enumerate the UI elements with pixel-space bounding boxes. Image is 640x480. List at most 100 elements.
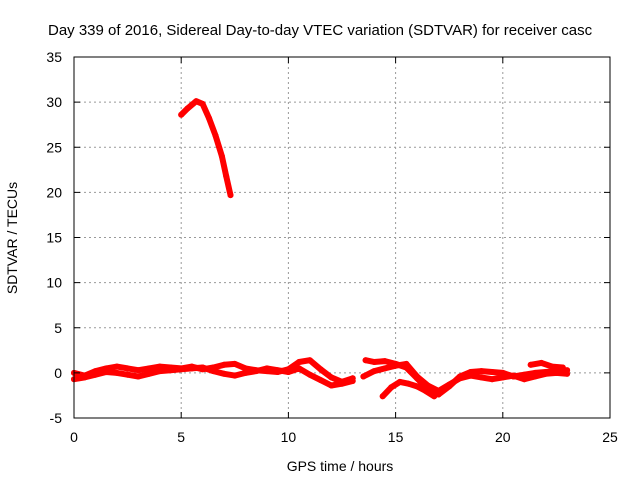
data-point [199, 364, 206, 371]
x-tick-label: 20 [495, 429, 511, 445]
chart-title: Day 339 of 2016, Sidereal Day-to-day VTE… [48, 22, 593, 39]
data-point [231, 360, 238, 367]
data-point [113, 363, 120, 370]
data-point [199, 100, 206, 107]
data-point [532, 373, 538, 380]
data-point [306, 371, 313, 378]
data-point [392, 362, 399, 369]
data-point [328, 382, 335, 389]
data-point [422, 387, 429, 394]
data-point [467, 372, 474, 379]
data-point [362, 357, 369, 364]
data-point [499, 374, 506, 381]
data-point [553, 369, 560, 376]
data-point [113, 369, 120, 376]
data-point [188, 365, 195, 372]
data-point [564, 370, 571, 377]
data-point [379, 393, 386, 400]
data-point [135, 367, 142, 374]
x-tick-label: 0 [70, 429, 78, 445]
data-point [549, 363, 556, 370]
data-point [435, 387, 442, 394]
data-point [317, 366, 324, 373]
x-tick-label: 15 [388, 429, 404, 445]
data-point [414, 383, 420, 390]
data-point [431, 393, 438, 400]
data-point [296, 359, 303, 365]
y-tick-label: 5 [54, 320, 62, 336]
y-tick-label: -5 [50, 410, 63, 426]
data-point [328, 374, 335, 381]
data-point [223, 173, 230, 180]
data-point [103, 369, 110, 375]
data-point [527, 361, 534, 368]
data-point [559, 364, 566, 371]
data-point [81, 374, 88, 381]
data-point [317, 377, 324, 384]
data-point [135, 373, 142, 380]
data-point [542, 370, 549, 377]
data-point [242, 369, 249, 376]
data-point [206, 115, 213, 122]
data-point [381, 358, 388, 365]
data-point [456, 375, 463, 382]
data-point [210, 368, 217, 375]
data-point [193, 98, 200, 105]
data-point [221, 370, 228, 377]
data-point [381, 365, 388, 372]
x-tick-label: 5 [177, 429, 185, 445]
data-point [167, 367, 174, 374]
data-point [274, 367, 281, 374]
y-tick-label: 25 [46, 139, 62, 155]
data-point [424, 382, 431, 389]
y-tick-label: 15 [46, 230, 62, 246]
data-point [218, 153, 225, 160]
data-point [184, 105, 191, 112]
data-point [521, 376, 528, 383]
data-point [414, 373, 420, 380]
data-point [478, 374, 485, 381]
data-point [146, 365, 152, 372]
data-layer [71, 98, 571, 400]
data-point [371, 359, 378, 365]
data-point [231, 372, 238, 379]
y-tick-label: 20 [46, 184, 62, 200]
y-tick-label: 30 [46, 94, 62, 110]
data-point [227, 192, 234, 199]
data-point [92, 371, 99, 378]
y-tick-label: 10 [46, 275, 62, 291]
series-line-arc-3 [178, 98, 234, 199]
data-point [285, 369, 292, 375]
y-axis-label: SDTVAR / TECUs [4, 182, 20, 294]
data-point [489, 376, 496, 383]
data-point [371, 368, 378, 375]
x-tick-label: 25 [602, 429, 618, 445]
data-point [156, 368, 163, 375]
data-point [146, 370, 152, 377]
data-point [296, 365, 303, 372]
ticks: 0 5 10 15 20 25 -5 0 5 10 15 20 25 30 35 [46, 49, 618, 445]
data-point [124, 371, 131, 378]
y-tick-label: 35 [46, 49, 62, 65]
series-line-arc-7 [527, 359, 566, 371]
data-point [339, 380, 345, 387]
data-point [253, 368, 260, 375]
data-point [306, 357, 313, 364]
data-point [489, 369, 496, 375]
data-point [510, 372, 517, 379]
data-point [212, 132, 219, 139]
data-point [349, 378, 356, 384]
data-point [446, 381, 453, 388]
data-point [360, 373, 367, 380]
data-point [478, 368, 485, 375]
y-tick-label: 0 [54, 365, 62, 381]
data-point [538, 359, 545, 366]
data-point [264, 365, 270, 372]
data-point [178, 111, 185, 118]
data-point [405, 380, 412, 387]
x-tick-label: 10 [281, 429, 297, 445]
data-point [178, 366, 185, 373]
data-point [396, 378, 403, 385]
data-point [124, 365, 131, 372]
